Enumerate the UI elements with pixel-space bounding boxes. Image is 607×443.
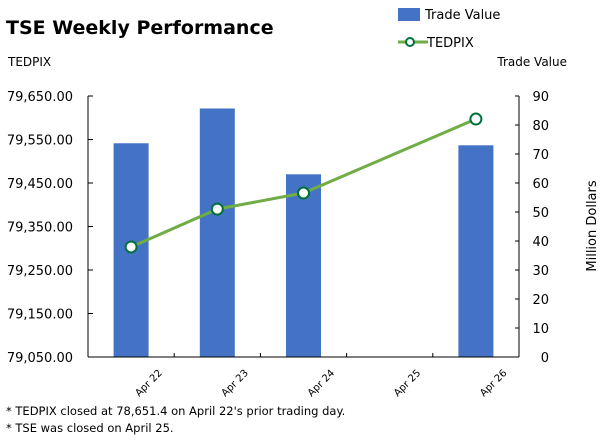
note-2: * TSE was closed on April 25. [6,421,174,435]
right-tick-label: 80 [532,119,549,134]
right-tick-label: 60 [532,177,549,192]
right-tick-label: 40 [532,235,549,250]
left-tick-label: 79,050.00 [7,351,73,366]
x-tick-label: Apr 22 [133,368,164,399]
bar-apr-26 [458,145,494,357]
right-tick-label: 90 [532,90,549,105]
tedpix-marker [124,240,138,254]
right-tick-label: 20 [532,293,549,308]
right-tick-label: 10 [532,322,549,337]
left-tick-label: 79,150.00 [7,308,73,323]
right-tick-label: 70 [532,148,549,163]
chart-title: TSE Weekly Performance [6,17,274,39]
right-axis-label: Trade Value [496,55,567,69]
legend-tedpix-label: TEDPIX [426,36,474,51]
note-1: * TEDPIX closed at 78,651.4 on April 22'… [6,404,345,418]
legend-trade-value-swatch [398,8,420,21]
left-tick-label: 79,250.00 [7,264,73,279]
x-tick-label: Apr 23 [220,368,251,399]
left-tick-label: 79,350.00 [7,221,73,236]
tedpix-marker [297,186,310,200]
x-tick-label: Apr 25 [392,368,423,399]
right-tick-label: 30 [532,264,549,279]
x-tick-label: Apr 24 [306,368,337,399]
right-axis-title: Million Dollars [585,180,600,271]
left-tick-label: 79,450.00 [7,177,73,192]
tedpix-marker [469,112,483,126]
left-axis-label: TEDPIX [7,55,51,69]
left-tick-label: 79,650.00 [7,90,73,105]
tedpix-line [130,117,477,249]
legend-trade-value-label: Trade Value [424,8,500,23]
left-tick-label: 79,550.00 [7,134,73,149]
right-tick-label: 0 [541,351,549,366]
bar-apr-24 [286,174,321,357]
x-tick-label: Apr 26 [478,368,509,399]
legend-tedpix-marker [405,37,415,47]
bar-apr-23 [199,108,235,357]
tedpix-marker [210,202,224,216]
right-tick-label: 50 [532,206,549,221]
